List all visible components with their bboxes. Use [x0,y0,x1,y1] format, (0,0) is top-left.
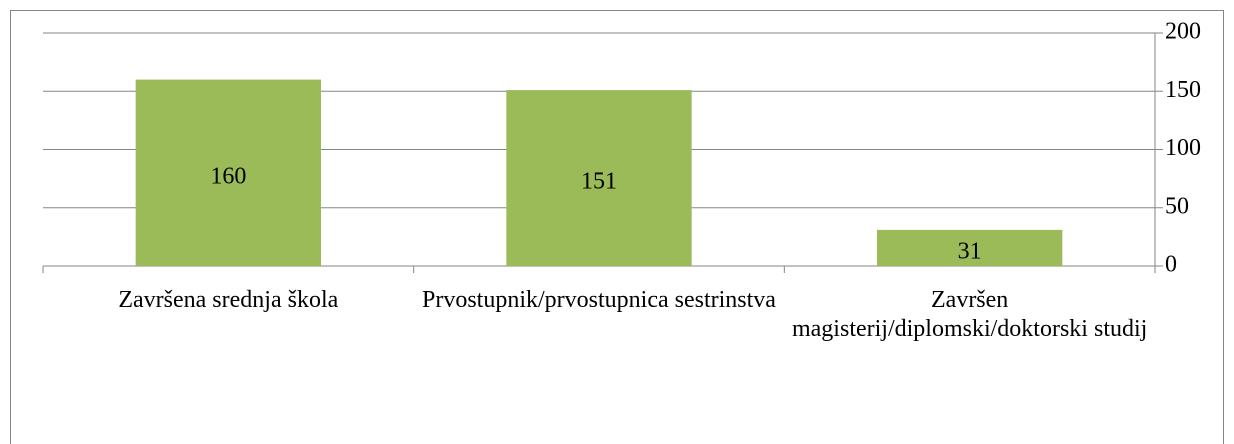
y-tick-label: 50 [1165,193,1189,219]
bar [135,79,321,266]
value-label: 31 [958,238,982,264]
y-tick-label: 100 [1165,135,1201,161]
value-label: 160 [210,163,246,189]
bar [877,229,1063,266]
x-tick-label: Završen magisterij/diplomski/doktorski s… [791,287,1148,342]
chart-frame [10,10,1224,444]
value-label: 151 [581,169,617,195]
y-tick-label: 200 [1165,19,1201,45]
x-tick-label: Završena srednja škola [118,287,339,313]
y-tick-label: 0 [1165,252,1177,278]
y-tick-label: 150 [1165,77,1201,103]
x-tick-label: Prvostupnik/prvostupnica sestrinstva [421,287,776,313]
bar [506,90,692,267]
